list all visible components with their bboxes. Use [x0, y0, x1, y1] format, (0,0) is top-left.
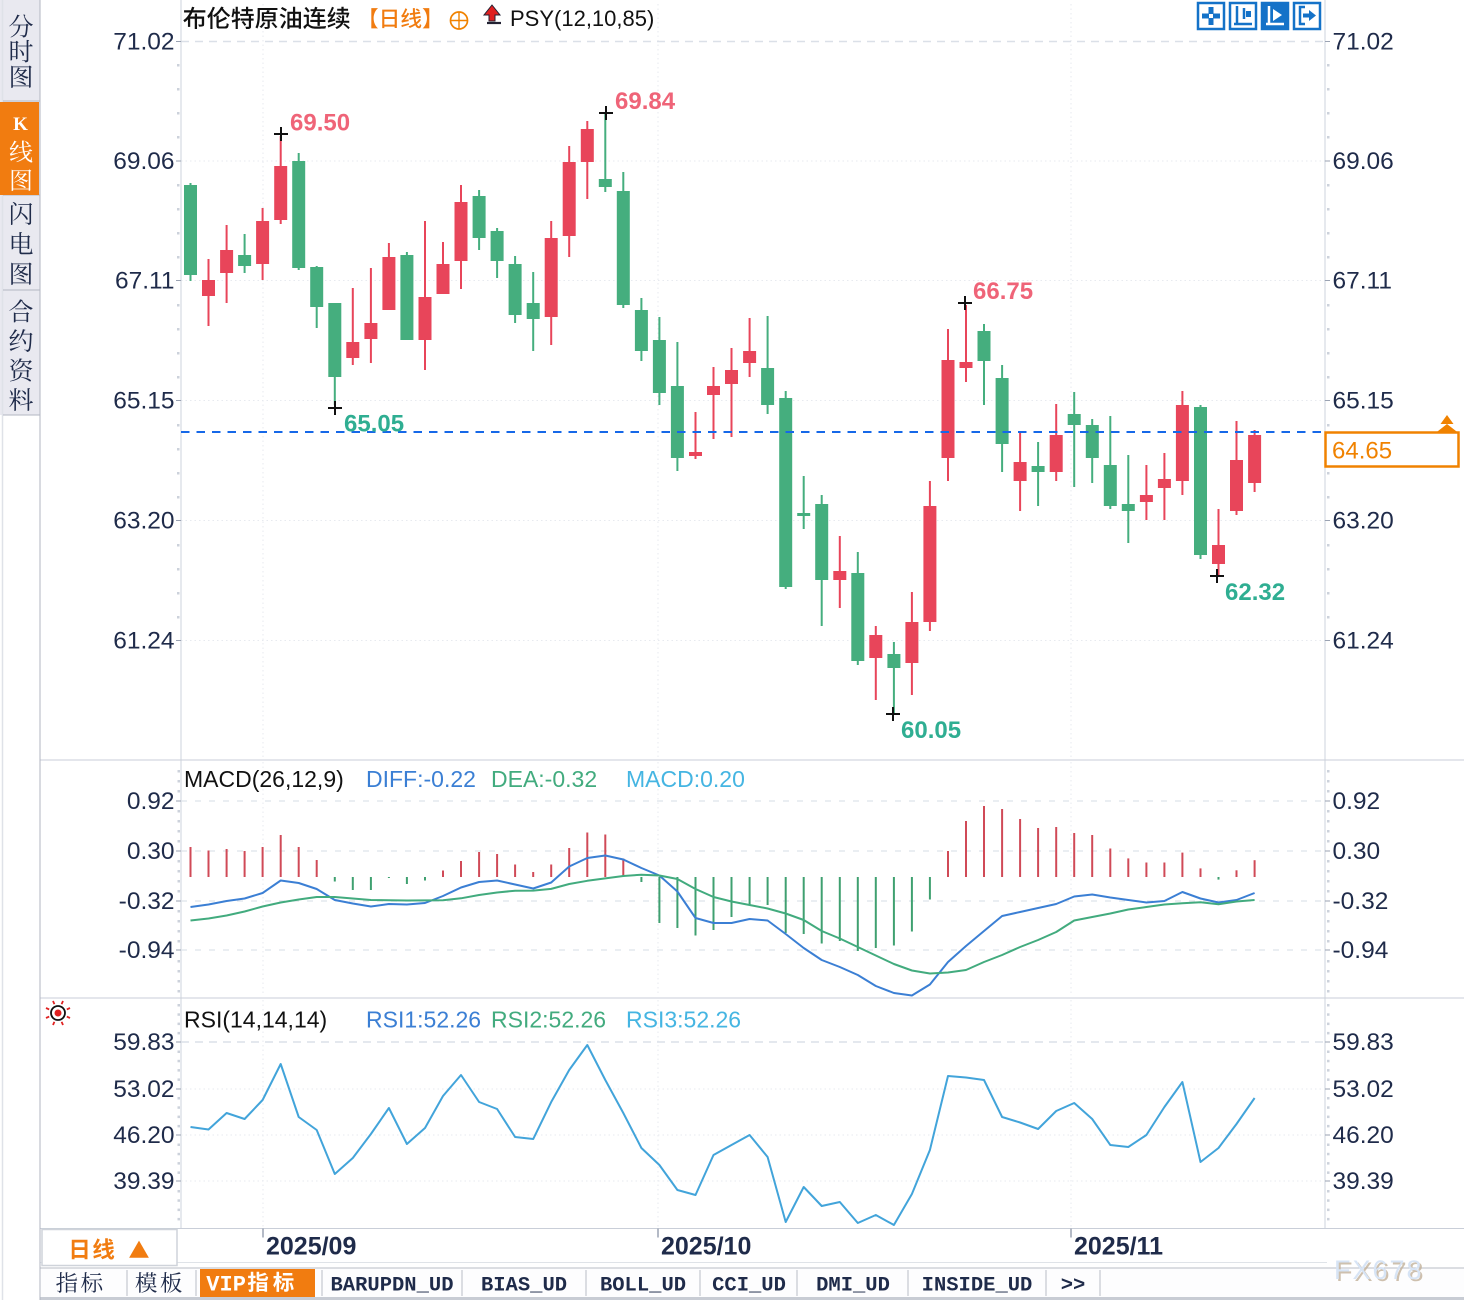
svg-text:-0.94: -0.94	[119, 937, 175, 964]
svg-text:67.11: 67.11	[115, 268, 175, 295]
svg-text:71.02: 71.02	[1333, 29, 1394, 56]
svg-text:69.50: 69.50	[290, 110, 350, 137]
svg-text:FX678: FX678	[1336, 1257, 1426, 1287]
svg-text:64.65: 64.65	[1332, 438, 1392, 465]
svg-text:0.92: 0.92	[1333, 788, 1381, 815]
svg-text:0.30: 0.30	[127, 838, 175, 865]
svg-text:62.32: 62.32	[1225, 579, 1285, 606]
svg-text:FX678: FX678	[1334, 1255, 1424, 1285]
svg-text:PSY(12,10,85): PSY(12,10,85)	[510, 6, 654, 31]
svg-text:CCI_UD: CCI_UD	[712, 1275, 786, 1298]
svg-text:RSI1:52.26: RSI1:52.26	[366, 1007, 481, 1033]
svg-text:VIP: VIP	[206, 1273, 246, 1298]
svg-text:BIAS_UD: BIAS_UD	[481, 1275, 567, 1298]
svg-text:65.15: 65.15	[1333, 388, 1394, 415]
svg-text:MACD(26,12,9): MACD(26,12,9)	[184, 766, 344, 792]
svg-text:BARUPDN_UD: BARUPDN_UD	[330, 1275, 453, 1298]
svg-text:63.20: 63.20	[113, 508, 174, 535]
svg-text:61.24: 61.24	[113, 628, 174, 655]
svg-text:DIFF:-0.22: DIFF:-0.22	[366, 766, 476, 792]
svg-text:2025/09: 2025/09	[266, 1233, 356, 1261]
svg-text:MACD:0.20: MACD:0.20	[626, 766, 745, 792]
svg-text:53.02: 53.02	[113, 1076, 174, 1103]
svg-text:66.75: 66.75	[973, 278, 1033, 305]
svg-text:46.20: 46.20	[113, 1122, 174, 1149]
svg-text:69.06: 69.06	[1333, 148, 1394, 175]
svg-text:63.20: 63.20	[1333, 508, 1394, 535]
svg-text:39.39: 39.39	[113, 1168, 174, 1195]
svg-text:2025/10: 2025/10	[661, 1233, 751, 1261]
svg-text:0.30: 0.30	[1333, 838, 1381, 865]
svg-text:46.20: 46.20	[1333, 1122, 1394, 1149]
svg-text:INSIDE_UD: INSIDE_UD	[922, 1275, 1033, 1298]
svg-text:69.84: 69.84	[615, 88, 676, 115]
svg-text:BOLL_UD: BOLL_UD	[600, 1275, 686, 1298]
svg-text:59.83: 59.83	[1333, 1029, 1394, 1056]
svg-text:67.11: 67.11	[1333, 268, 1393, 295]
svg-text:69.06: 69.06	[113, 148, 174, 175]
svg-text:60.05: 60.05	[901, 717, 961, 744]
svg-text:53.02: 53.02	[1333, 1076, 1394, 1103]
svg-text:DMI_UD: DMI_UD	[816, 1275, 890, 1298]
svg-text:DEA:-0.32: DEA:-0.32	[491, 766, 597, 792]
svg-text:65.05: 65.05	[344, 411, 404, 438]
svg-text:-0.32: -0.32	[1333, 888, 1389, 915]
svg-text:-0.94: -0.94	[1333, 937, 1389, 964]
svg-text:RSI3:52.26: RSI3:52.26	[626, 1007, 741, 1033]
svg-text:K: K	[13, 114, 28, 135]
svg-text:2025/11: 2025/11	[1074, 1233, 1163, 1261]
svg-text:>>: >>	[1061, 1275, 1086, 1298]
svg-text:RSI(14,14,14): RSI(14,14,14)	[184, 1007, 327, 1033]
svg-text:65.15: 65.15	[113, 388, 174, 415]
svg-text:39.39: 39.39	[1333, 1168, 1394, 1195]
svg-text:0.92: 0.92	[127, 788, 175, 815]
svg-text:61.24: 61.24	[1333, 628, 1394, 655]
svg-text:RSI2:52.26: RSI2:52.26	[491, 1007, 606, 1033]
svg-text:-0.32: -0.32	[119, 888, 175, 915]
svg-text:59.83: 59.83	[113, 1029, 174, 1056]
svg-text:71.02: 71.02	[113, 29, 174, 56]
